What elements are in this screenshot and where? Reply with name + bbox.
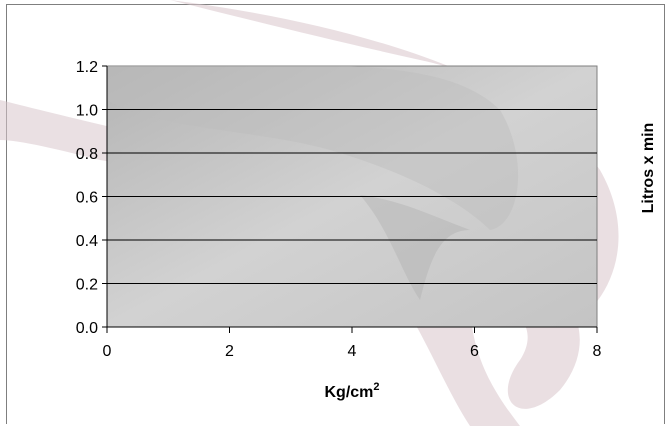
y-axis-title: Litros x min bbox=[640, 123, 657, 214]
x-tick-label: 8 bbox=[593, 343, 602, 360]
plot-swirl bbox=[107, 66, 519, 230]
y-tick-label: 1.0 bbox=[76, 103, 98, 120]
y-tick-label: 0.0 bbox=[76, 320, 98, 337]
x-axis-title: Kg/cm2 bbox=[324, 381, 379, 401]
x-tick-labels: 0 2 4 6 8 bbox=[103, 343, 602, 360]
axes bbox=[102, 65, 598, 333]
y-tick-label: 0.4 bbox=[76, 233, 98, 250]
plot-swirl-lower bbox=[360, 195, 470, 300]
x-tick-label: 2 bbox=[225, 343, 234, 360]
x-tick-label: 4 bbox=[348, 343, 357, 360]
chart-frame bbox=[6, 4, 665, 424]
x-tick-label: 0 bbox=[103, 343, 112, 360]
y-tick-label: 0.2 bbox=[76, 277, 98, 294]
y-tick-labels: 0.0 0.2 0.4 0.6 0.8 1.0 1.2 bbox=[76, 59, 98, 337]
y-tick-label: 1.2 bbox=[76, 59, 98, 76]
x-tick-label: 6 bbox=[470, 343, 479, 360]
y-tick-label: 0.8 bbox=[76, 146, 98, 163]
y-tick-label: 0.6 bbox=[76, 190, 98, 207]
gridlines bbox=[107, 109, 597, 284]
